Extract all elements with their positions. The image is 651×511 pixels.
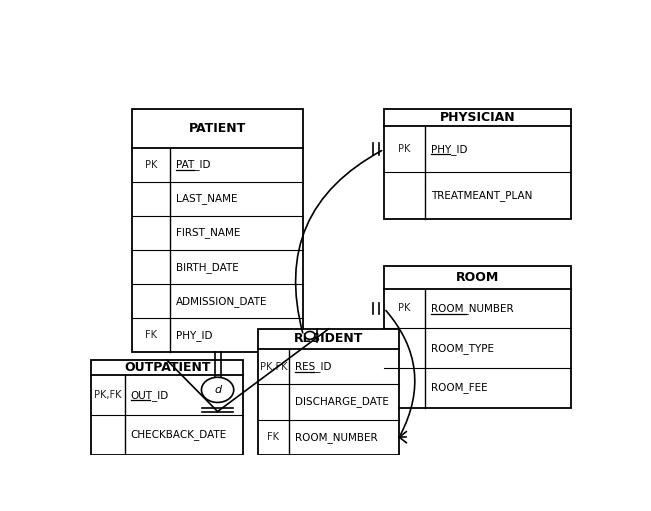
Bar [91,360,243,455]
Bar [132,108,303,353]
Text: PK: PK [398,144,411,154]
Text: FK: FK [268,432,279,442]
Text: PK: PK [398,304,411,313]
Circle shape [201,377,234,403]
Text: BIRTH_DATE: BIRTH_DATE [176,262,238,272]
Text: PK: PK [145,159,157,170]
Text: ROOM_FEE: ROOM_FEE [431,382,488,393]
Bar [384,266,571,408]
Text: TREATMEANT_PLAN: TREATMEANT_PLAN [431,190,533,201]
Text: DISCHARGE_DATE: DISCHARGE_DATE [295,397,389,407]
Text: PK,FK: PK,FK [260,362,287,371]
Text: RES_ID: RES_ID [295,361,331,372]
Text: PHY_ID: PHY_ID [431,144,467,155]
Text: ROOM: ROOM [456,271,499,284]
Text: d: d [214,385,221,395]
Text: ADMISSION_DATE: ADMISSION_DATE [176,296,267,307]
Text: PK,FK: PK,FK [94,390,122,400]
Text: CHECKBACK_DATE: CHECKBACK_DATE [131,430,227,440]
Text: PATIENT: PATIENT [189,122,246,134]
Text: PAT_ID: PAT_ID [176,159,210,170]
Text: ROOM_TYPE: ROOM_TYPE [431,343,494,354]
Text: ROOM_NUMBER: ROOM_NUMBER [295,432,378,443]
Text: RESIDENT: RESIDENT [294,333,363,345]
Bar [384,108,571,219]
Circle shape [305,332,315,339]
Text: OUT_ID: OUT_ID [131,390,169,401]
Text: OUTPATIENT: OUTPATIENT [124,361,210,375]
Text: FIRST_NAME: FIRST_NAME [176,227,240,239]
Text: LAST_NAME: LAST_NAME [176,193,237,204]
Bar [258,329,399,455]
Text: PHY_ID: PHY_ID [176,330,212,341]
Text: ROOM_NUMBER: ROOM_NUMBER [431,303,514,314]
Text: FK: FK [145,331,157,340]
Text: PHYSICIAN: PHYSICIAN [439,111,515,124]
